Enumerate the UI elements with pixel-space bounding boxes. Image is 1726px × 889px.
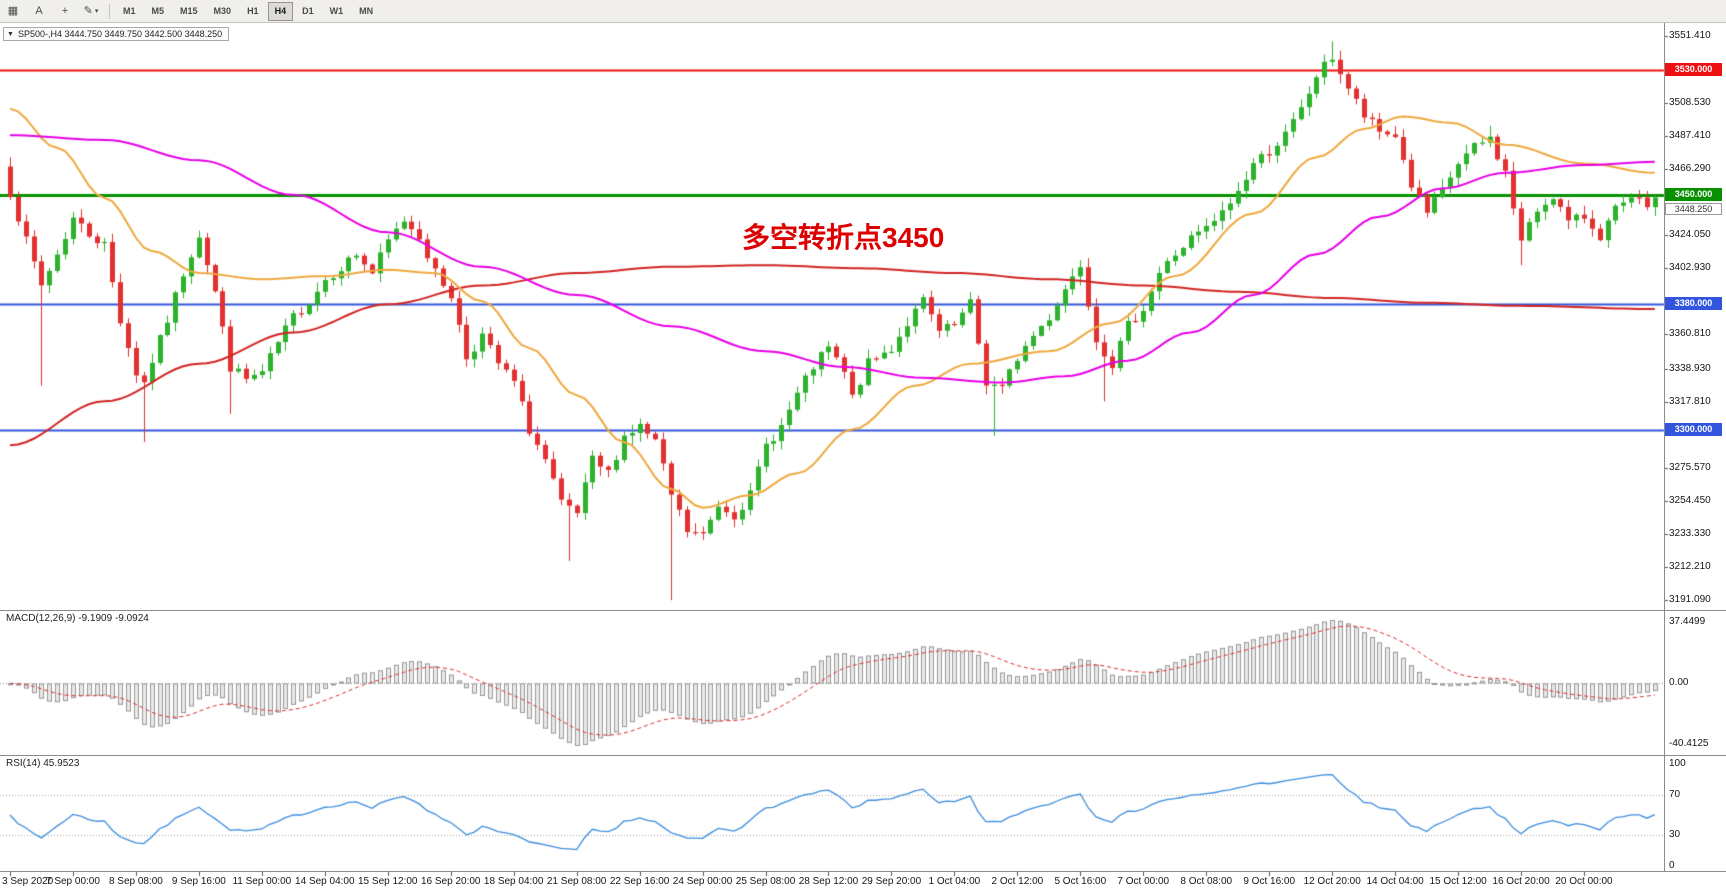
timeframe-m30-button[interactable]: M30 xyxy=(213,6,232,16)
timeframe-h1-button[interactable]: H1 xyxy=(247,6,259,16)
top-toolbar: ▦ A + ✎ ▾ M1 M5 M15 M30 H1 H4 D1 W1 MN xyxy=(0,0,1726,23)
chart-list-icon: ▦ xyxy=(7,4,19,17)
timeframe-d1-button[interactable]: D1 xyxy=(302,6,314,16)
cursor-icon: A xyxy=(35,4,43,17)
timeframe-m1-button[interactable]: M1 xyxy=(123,6,136,16)
timeframe-m15-button[interactable]: M15 xyxy=(180,6,198,16)
crosshair-icon: + xyxy=(61,4,69,17)
dropdown-arrow-icon: ▾ xyxy=(94,7,99,15)
timeframe-w1-button[interactable]: W1 xyxy=(329,6,344,16)
timeframe-m5-button[interactable]: M5 xyxy=(151,6,165,16)
timeframe-mn-button[interactable]: MN xyxy=(359,6,374,16)
draw-icon: ✎ xyxy=(83,4,93,17)
tool-draw-button[interactable]: ✎ ▾ xyxy=(79,1,103,21)
tool-crosshair-button[interactable]: + xyxy=(53,1,77,21)
timeframe-button-group: M1 M5 M15 M30 H1 H4 D1 W1 MN xyxy=(115,1,381,21)
tool-cursor-button[interactable]: A xyxy=(27,1,51,21)
toolbar-tools-group: ▦ A + ✎ ▾ xyxy=(0,1,104,21)
tool-chart-list-button[interactable]: ▦ xyxy=(1,1,25,21)
toolbar-separator xyxy=(109,3,110,19)
timeframe-h4-button[interactable]: H4 xyxy=(267,1,294,21)
